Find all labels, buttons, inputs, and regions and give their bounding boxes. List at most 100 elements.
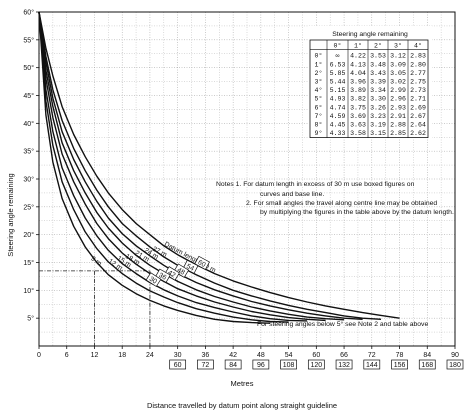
table-cell: 2.75	[410, 79, 426, 86]
note-line-1: Notes 1. For datum length in excess of 3…	[216, 181, 415, 188]
x-secondary-tick-label: 156	[394, 362, 406, 369]
table-cell: 5°	[315, 95, 323, 103]
y-axis-ticks: 5° 10° 15° 20° 25° 30° 35° 40° 45° 50° 55° 60°	[23, 9, 39, 323]
table-cell: 4°	[315, 86, 323, 94]
y-tick-label: 45°	[23, 92, 34, 100]
table-cell: 2.91	[390, 113, 406, 120]
curve-7	[38, 11, 289, 323]
table-cell: 3.12	[390, 53, 406, 60]
x-secondary-tick-label: 96	[257, 362, 265, 369]
table-cell: 2.62	[410, 130, 426, 137]
curve-label-box: 30	[145, 272, 162, 287]
x-tick-label: 36	[202, 352, 210, 359]
x-axis-secondary-title: Distance travelled by datum point along …	[147, 401, 337, 410]
table-header-cell: 2°	[374, 42, 382, 50]
table-cell: 3.63	[350, 122, 366, 129]
x-tick-label: 30	[174, 352, 182, 359]
note-line-3: 2. For small angles the travel along cen…	[246, 200, 437, 207]
table-cell: 4.04	[350, 70, 366, 77]
x-secondary-tick-box	[446, 359, 464, 370]
table-cell: 6°	[315, 103, 323, 111]
table-cell: 2.96	[390, 96, 406, 103]
y-tick-label: 50°	[23, 64, 34, 72]
table-cell: 5.44	[330, 79, 346, 86]
table-cell: 2.88	[390, 122, 406, 129]
x-secondary-tick-box	[169, 359, 187, 370]
datum-length-curves	[38, 11, 400, 324]
table-cell: 3.43	[370, 70, 386, 77]
table-cell: 3.34	[370, 87, 386, 94]
x-tick-label: 72	[368, 352, 376, 359]
table-cell: 3.39	[370, 79, 386, 86]
x-secondary-tick-box	[252, 359, 270, 370]
table-cell: 4.93	[330, 96, 346, 103]
table-cell: 2.67	[410, 113, 426, 120]
boxed-figure-frame	[145, 272, 162, 287]
x-tick-label: 60	[312, 352, 320, 359]
table-cell: 3.89	[350, 87, 366, 94]
y-tick-label: 10°	[23, 287, 34, 295]
steering-angle-table: Steering angle remaining0°1°2°3°4°5°6°7°…	[308, 26, 432, 140]
y-tick-label: 40°	[23, 120, 34, 128]
chart-notes: Notes 1. For datum length in excess of 3…	[216, 181, 454, 328]
table-cell: 3.23	[370, 113, 386, 120]
y-tick-label: 20°	[23, 231, 34, 239]
x-tick-label: 12	[91, 352, 99, 359]
bottom-note: For steering angles below 5° see Note 2 …	[257, 320, 428, 328]
table-cell: 7°	[315, 112, 323, 120]
table-cell: 2°	[315, 69, 323, 77]
y-tick-label: 35°	[23, 148, 34, 156]
table-cell: 8°	[315, 121, 323, 129]
table-cell: 2.93	[390, 104, 406, 111]
table-cell: 3.69	[350, 113, 366, 120]
table-header-cell: 3°	[394, 42, 402, 50]
x-secondary-tick-box	[335, 359, 353, 370]
reference-lines	[39, 270, 151, 346]
table-cell: 3.96	[350, 79, 366, 86]
x-axis-secondary-ticks: 60 72 84 96 108 120 132 144 156 168 180	[169, 359, 464, 370]
boxed-figure-value: 30	[148, 276, 158, 286]
x-tick-label: 54	[285, 352, 293, 359]
x-tick-label: 66	[340, 352, 348, 359]
table-cell: 3.82	[350, 96, 366, 103]
boxed-figure-value: 60	[197, 259, 207, 269]
table-cell: 4.59	[330, 113, 346, 120]
x-tick-label: 18	[118, 352, 126, 359]
x-secondary-tick-label: 132	[338, 362, 350, 369]
y-tick-label: 15°	[23, 259, 34, 267]
note-line-2: curves and base line.	[260, 191, 324, 198]
curve-1	[38, 11, 400, 319]
x-secondary-tick-label: 180	[449, 362, 461, 369]
x-secondary-tick-label: 108	[283, 362, 295, 369]
y-tick-label: 55°	[23, 36, 34, 44]
y-axis-title: Steering angle remaining	[6, 173, 15, 256]
table-cell: 3.26	[370, 104, 386, 111]
table-cell: 3.75	[350, 104, 366, 111]
table-header-cell: 0°	[334, 42, 342, 50]
table-cell: 2.73	[410, 87, 426, 94]
x-secondary-tick-box	[363, 359, 381, 370]
y-tick-label: 30°	[23, 176, 34, 184]
table-cell: 9°	[315, 129, 323, 137]
boxed-figure-value: 42	[166, 269, 176, 279]
x-tick-label: 24	[146, 352, 154, 359]
table-cell: 3°	[315, 78, 323, 86]
table-cell: 2.85	[390, 130, 406, 137]
table-cell: 3.58	[350, 130, 366, 137]
y-tick-label: 25°	[23, 203, 34, 211]
table-cell: 2.71	[410, 96, 426, 103]
x-axis-ticks: 0 6 12 18 24 30 36 42 48 54 60 66 72 78 84 90	[37, 346, 459, 359]
boxed-figure-frame	[173, 263, 190, 278]
table-cell: 3.05	[390, 70, 406, 77]
table-cell: 2.64	[410, 122, 426, 129]
x-tick-label: 42	[229, 352, 237, 359]
table-cell: 3.48	[370, 61, 386, 68]
x-secondary-tick-label: 168	[421, 362, 433, 369]
table-cell: 3.53	[370, 53, 386, 60]
table-cell: 4.33	[330, 130, 346, 137]
table-cell: 5.15	[330, 87, 346, 94]
table-header-cell: 1°	[354, 42, 362, 50]
x-secondary-tick-box	[307, 359, 325, 370]
table-cell: 4.45	[330, 122, 346, 129]
